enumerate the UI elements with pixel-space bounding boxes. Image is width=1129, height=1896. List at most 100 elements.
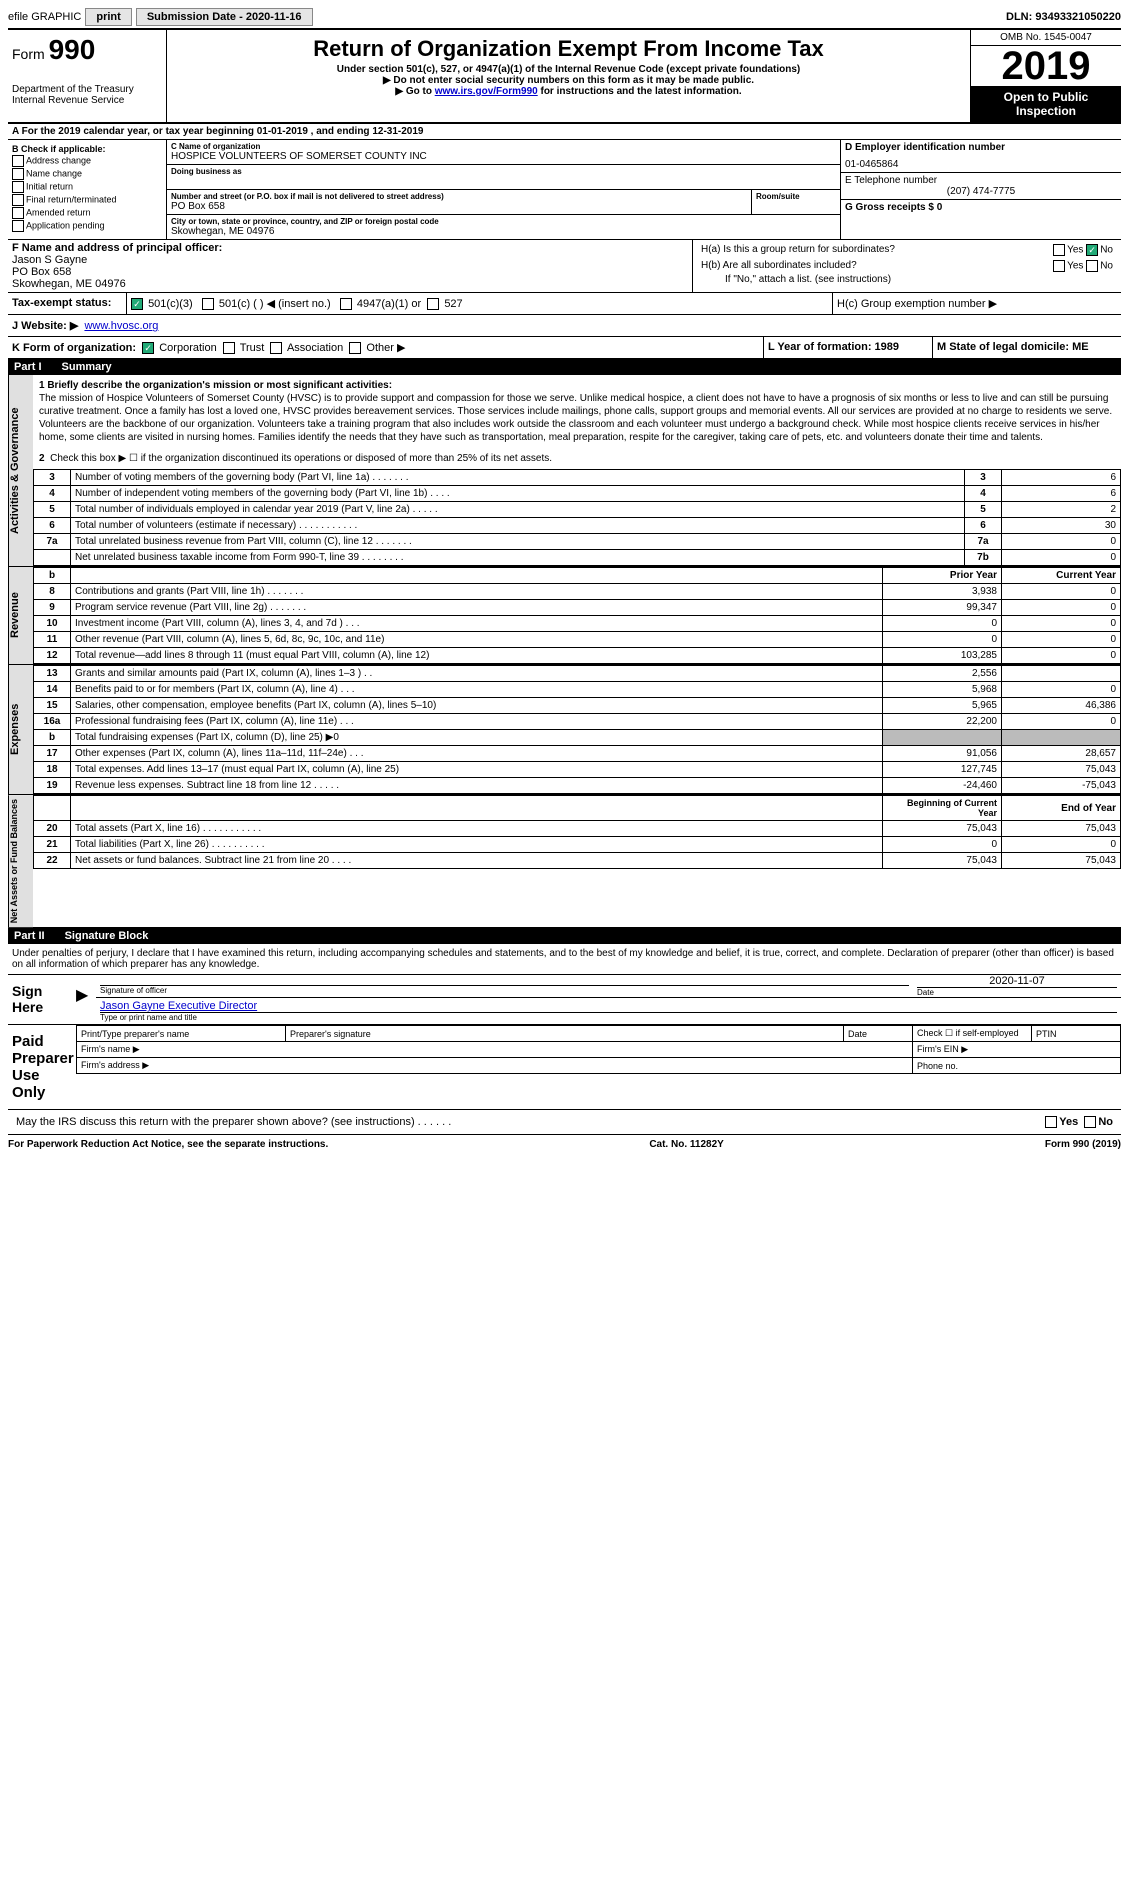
table-row: 8Contributions and grants (Part VIII, li…	[34, 584, 1121, 600]
chk-final-return[interactable]: Final return/terminated	[12, 194, 162, 206]
ha-yes: Yes	[1067, 245, 1083, 256]
table-row: 18Total expenses. Add lines 13–17 (must …	[34, 762, 1121, 778]
form-subtitle: Under section 501(c), 527, or 4947(a)(1)…	[171, 64, 966, 75]
org-name: HOSPICE VOLUNTEERS OF SOMERSET COUNTY IN…	[171, 151, 836, 162]
table-row: 15Salaries, other compensation, employee…	[34, 698, 1121, 714]
website-link[interactable]: www.hvosc.org	[84, 320, 158, 332]
f-h-row: F Name and address of principal officer:…	[8, 240, 1121, 293]
form-title: Return of Organization Exempt From Incom…	[171, 36, 966, 62]
table-row: 21Total liabilities (Part X, line 26) . …	[34, 837, 1121, 853]
box-f: F Name and address of principal officer:…	[8, 240, 692, 292]
part1-header: Part I Summary	[8, 359, 1121, 375]
part1-title: Summary	[62, 361, 112, 373]
chk-amended[interactable]: Amended return	[12, 207, 162, 219]
form-header: Form 990 Department of the Treasury Inte…	[8, 30, 1121, 124]
k-trust: Trust	[240, 342, 265, 354]
paid-preparer-label: Paid Preparer Use Only	[8, 1025, 76, 1109]
governance-section: Activities & Governance 1 Briefly descri…	[8, 375, 1121, 567]
perjury-declaration: Under penalties of perjury, I declare th…	[8, 944, 1121, 975]
form-990-number: 990	[49, 34, 96, 65]
dln-label: DLN: 93493321050220	[1006, 11, 1121, 23]
year-formation: L Year of formation: 1989	[768, 341, 899, 353]
print-button[interactable]: print	[85, 8, 131, 26]
website-label: J Website: ▶	[12, 320, 78, 332]
type-name-label: Type or print name and title	[100, 1012, 1117, 1022]
tax-year: 2019	[971, 46, 1121, 86]
firm-phone-label: Phone no.	[913, 1058, 1121, 1074]
phone-value: (207) 474-7775	[845, 186, 1117, 197]
officer-name: Jason S Gayne	[12, 254, 87, 266]
sig-date: 2020-11-07	[917, 975, 1117, 987]
501c3: 501(c)(3)	[148, 298, 193, 310]
table-row: 20Total assets (Part X, line 16) . . . .…	[34, 821, 1121, 837]
discuss-text: May the IRS discuss this return with the…	[12, 1114, 1041, 1130]
sig-date-label: Date	[917, 987, 1117, 997]
chk-name-change[interactable]: Name change	[12, 168, 162, 180]
ha-no: No	[1100, 245, 1113, 256]
ssn-note: ▶ Do not enter social security numbers o…	[171, 75, 966, 86]
table-row: 4Number of independent voting members of…	[34, 486, 1121, 502]
part2-header: Part II Signature Block	[8, 928, 1121, 944]
tax-exempt-label: Tax-exempt status:	[12, 297, 111, 309]
paid-preparer-row: Paid Preparer Use Only Print/Type prepar…	[8, 1025, 1121, 1110]
table-row: 9Program service revenue (Part VIII, lin…	[34, 600, 1121, 616]
k-other: Other ▶	[366, 342, 405, 354]
table-row: 3Number of voting members of the governi…	[34, 470, 1121, 486]
revenue-table: bPrior YearCurrent Year 8Contributions a…	[33, 567, 1121, 664]
part2-title: Signature Block	[65, 930, 149, 942]
officer-name-title[interactable]: Jason Gayne Executive Director	[100, 1000, 257, 1012]
addr-label: Number and street (or P.O. box if mail i…	[171, 192, 747, 201]
ein-label: D Employer identification number	[845, 142, 1005, 153]
table-row: 16aProfessional fundraising fees (Part I…	[34, 714, 1121, 730]
netassets-table: Beginning of Current YearEnd of Year 20T…	[33, 795, 1121, 869]
phone-label: E Telephone number	[845, 175, 1117, 186]
arrow-icon: ▶	[76, 987, 88, 1004]
table-row: 13Grants and similar amounts paid (Part …	[34, 666, 1121, 682]
footer-left: For Paperwork Reduction Act Notice, see …	[8, 1139, 328, 1150]
period-row: A For the 2019 calendar year, or tax yea…	[8, 124, 1121, 140]
dept-label: Department of the Treasury Internal Reve…	[12, 84, 162, 106]
prep-date-label: Date	[844, 1026, 913, 1042]
irs-link[interactable]: www.irs.gov/Form990	[435, 86, 538, 97]
beginning-year-header: Beginning of Current Year	[883, 796, 1002, 821]
hb-no: No	[1100, 261, 1113, 272]
footer-mid: Cat. No. 11282Y	[649, 1139, 723, 1150]
firm-addr-label: Firm's address ▶	[77, 1058, 913, 1074]
org-name-label: C Name of organization	[171, 142, 836, 151]
chk-initial-return[interactable]: Initial return	[12, 181, 162, 193]
prior-year-header: Prior Year	[883, 568, 1002, 584]
submission-date-button[interactable]: Submission Date - 2020-11-16	[136, 8, 313, 26]
netassets-section: Net Assets or Fund Balances Beginning of…	[8, 795, 1121, 928]
table-row: 6Total number of volunteers (estimate if…	[34, 518, 1121, 534]
inspection-label: Open to Public Inspection	[971, 86, 1121, 122]
netassets-tab: Net Assets or Fund Balances	[8, 795, 33, 927]
part1-label: Part I	[14, 361, 42, 373]
gross-receipts: G Gross receipts $ 0	[845, 202, 942, 213]
box-b-label: B Check if applicable:	[12, 144, 106, 154]
expenses-section: Expenses 13Grants and similar amounts pa…	[8, 665, 1121, 795]
chk-app-pending[interactable]: Application pending	[12, 220, 162, 232]
chk-address-change[interactable]: Address change	[12, 155, 162, 167]
footer-right: Form 990 (2019)	[1045, 1139, 1121, 1150]
firm-name-label: Firm's name ▶	[77, 1042, 913, 1058]
city-value: Skowhegan, ME 04976	[171, 226, 836, 237]
table-row: 22Net assets or fund balances. Subtract …	[34, 853, 1121, 869]
discuss-row: May the IRS discuss this return with the…	[8, 1110, 1121, 1135]
goto-note: ▶ Go to www.irs.gov/Form990 for instruct…	[171, 86, 966, 97]
part2-label: Part II	[14, 930, 45, 942]
form-prefix: Form	[12, 46, 45, 62]
table-row: 5Total number of individuals employed in…	[34, 502, 1121, 518]
k-corp: Corporation	[159, 342, 216, 354]
ein-value: 01-0465864	[845, 159, 1117, 170]
dba-label: Doing business as	[171, 167, 836, 176]
expenses-table: 13Grants and similar amounts paid (Part …	[33, 665, 1121, 794]
hc-label: H(c) Group exemption number ▶	[832, 293, 1121, 314]
addr-value: PO Box 658	[171, 201, 747, 212]
527: 527	[444, 298, 462, 310]
firm-ein-label: Firm's EIN ▶	[913, 1042, 1121, 1058]
mission-text: The mission of Hospice Volunteers of Som…	[39, 393, 1112, 443]
table-row: 10Investment income (Part VIII, column (…	[34, 616, 1121, 632]
4947a1: 4947(a)(1) or	[357, 298, 421, 310]
self-emp-label: Check ☐ if self-employed	[913, 1026, 1032, 1042]
goto-pre: ▶ Go to	[395, 86, 434, 97]
